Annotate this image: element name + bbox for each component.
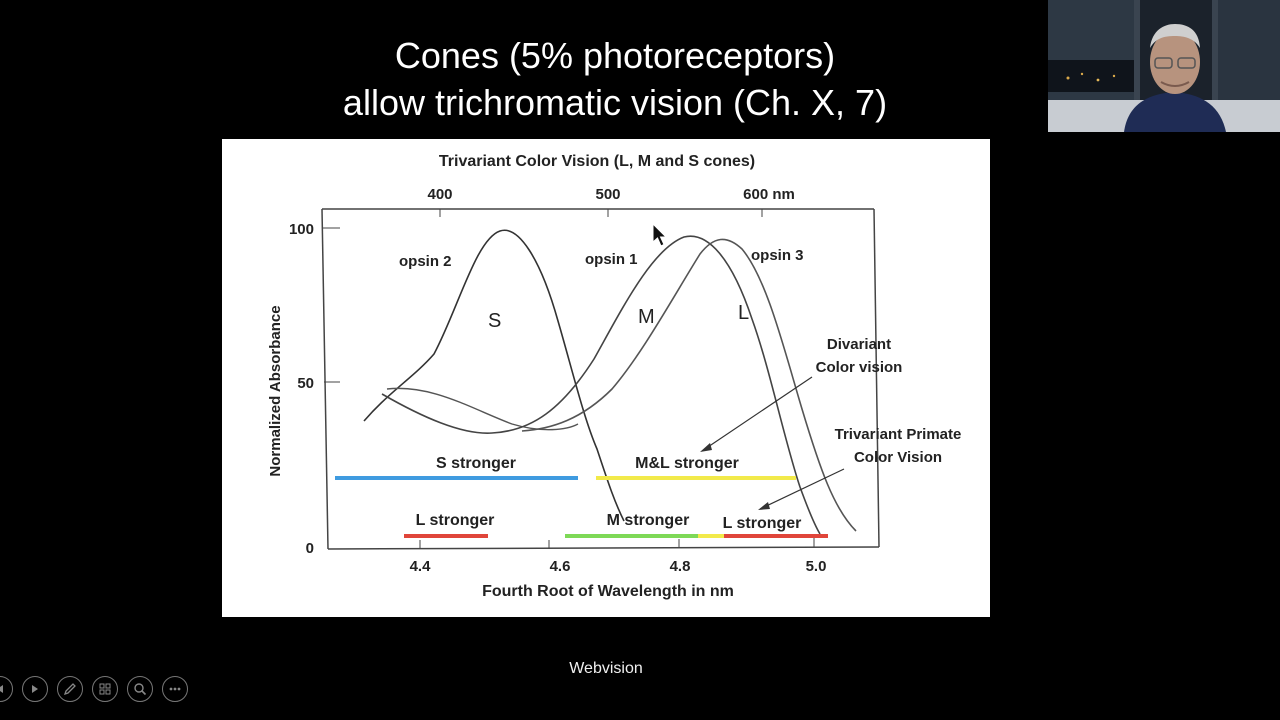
next-slide-button[interactable] (22, 676, 48, 702)
label-s: S (488, 310, 501, 332)
divariant-arrowhead (700, 443, 712, 452)
band-label-l-stronger-right: L stronger (723, 515, 802, 532)
figure-top-title: Trivariant Color Vision (L, M and S cone… (439, 153, 755, 170)
zoom-button[interactable] (127, 676, 153, 702)
slide-title-line2: allow trichromatic vision (Ch. X, 7) (342, 82, 888, 123)
slide-title: Cones (5% photoreceptors) allow trichrom… (200, 32, 1030, 126)
absorbance-chart: Trivariant Color Vision (L, M and S cone… (267, 153, 962, 600)
label-l: L (738, 302, 749, 324)
slide-footer: Webvision (569, 660, 643, 677)
previous-slide-button[interactable] (0, 676, 13, 702)
pen-tool-button[interactable] (57, 676, 83, 702)
slide-title-line1: Cones (5% photoreceptors) (394, 35, 836, 76)
pen-icon (63, 683, 76, 696)
top-tick-600: 600 nm (743, 186, 795, 203)
left-axis (321, 208, 329, 550)
label-m: M (638, 306, 655, 328)
band-label-s-stronger: S stronger (436, 455, 516, 472)
s-cone-curve-tail (386, 387, 579, 431)
y-tick-50: 50 (297, 375, 314, 392)
absorbance-figure: Trivariant Color Vision (L, M and S cone… (222, 139, 990, 617)
slides-icon (99, 683, 111, 695)
band-label-ml-stronger: M&L stronger (635, 455, 739, 472)
band-label-m-stronger: M stronger (607, 512, 690, 529)
x-tick-46: 4.6 (550, 558, 571, 575)
more-options-button[interactable] (162, 676, 188, 702)
next-icon (32, 685, 38, 693)
y-tick-100: 100 (289, 221, 314, 238)
label-opsin2: opsin 2 (399, 253, 452, 270)
annotation-trivariant-2: Color Vision (854, 449, 942, 466)
annotation-divariant-1: Divariant (827, 336, 891, 353)
label-opsin3: opsin 3 (751, 247, 804, 264)
more-icon (169, 687, 181, 691)
presenter-video-icon (1048, 0, 1280, 132)
right-axis (873, 208, 880, 548)
l-cone-curve (521, 238, 857, 532)
top-tick-500: 500 (595, 186, 620, 203)
x-tick-50: 5.0 (806, 558, 827, 575)
presenter-video-thumbnail[interactable] (1048, 0, 1280, 132)
annotation-trivariant-1: Trivariant Primate (835, 426, 962, 443)
label-opsin1: opsin 1 (585, 251, 638, 268)
trivariant-arrow (759, 468, 845, 510)
trivariant-arrowhead (758, 502, 770, 510)
band-label-l-stronger-left: L stronger (416, 512, 495, 529)
bottom-axis (327, 546, 880, 550)
x-axis-label: Fourth Root of Wavelength in nm (482, 583, 734, 600)
presentation-controls (0, 676, 188, 704)
y-axis-label: Normalized Absorbance (267, 305, 284, 476)
y-tick-0: 0 (306, 540, 314, 557)
s-cone-curve (363, 229, 625, 522)
mouse-cursor-icon (652, 223, 668, 247)
x-tick-44: 4.4 (410, 558, 432, 575)
annotation-divariant-2: Color vision (816, 359, 903, 376)
x-tick-48: 4.8 (670, 558, 691, 575)
top-tick-400: 400 (427, 186, 452, 203)
zoom-icon (134, 683, 147, 696)
m-cone-curve (381, 235, 821, 535)
previous-icon (0, 685, 3, 693)
divariant-arrow (701, 376, 813, 452)
see-all-slides-button[interactable] (92, 676, 118, 702)
